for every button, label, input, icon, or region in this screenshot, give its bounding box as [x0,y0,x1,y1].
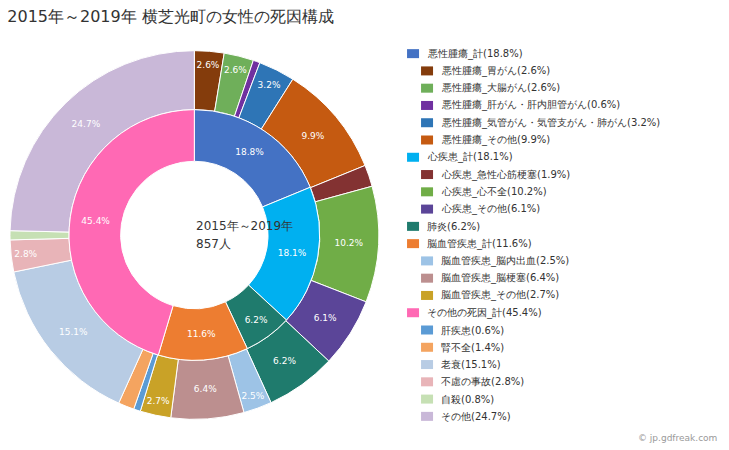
svg-text:45.4%: 45.4% [81,216,110,226]
svg-text:11.6%: 11.6% [187,329,216,339]
svg-text:自殺(0.8%): 自殺(0.8%) [441,394,494,405]
svg-text:脳血管疾患_その他(2.7%): 脳血管疾患_その他(2.7%) [441,289,559,301]
svg-text:10.2%: 10.2% [334,238,363,248]
svg-text:2.7%: 2.7% [147,396,170,406]
svg-text:悪性腫瘍_気管がん・気管支がん・肺がん(3.2%): 悪性腫瘍_気管がん・気管支がん・肺がん(3.2%) [441,117,660,129]
svg-text:18.8%: 18.8% [235,147,264,157]
svg-text:6.2%: 6.2% [273,356,296,366]
svg-text:その他(24.7%): その他(24.7%) [441,411,511,422]
svg-text:心疾患_その他(6.1%): 心疾患_その他(6.1%) [441,203,540,215]
svg-text:2.6%: 2.6% [224,65,247,75]
svg-text:心疾患_計(18.1%): 心疾患_計(18.1%) [427,151,513,163]
svg-text:2015年～2019年 横芝光町の女性の死因構成: 2015年～2019年 横芝光町の女性の死因構成 [7,7,334,26]
svg-text:心疾患_心不全(10.2%): 心疾患_心不全(10.2%) [441,186,547,198]
svg-text:2015年～2019年: 2015年～2019年 [196,219,293,233]
svg-text:悪性腫瘍_その他(9.9%): 悪性腫瘍_その他(9.9%) [441,134,550,146]
svg-text:6.1%: 6.1% [314,313,337,323]
svg-text:その他の死因_計(45.4%): その他の死因_計(45.4%) [427,307,542,319]
svg-text:悪性腫瘍_胃がん(2.6%): 悪性腫瘍_胃がん(2.6%) [441,65,550,77]
svg-text:脳血管疾患_脳内出血(2.5%): 脳血管疾患_脳内出血(2.5%) [441,255,569,267]
svg-text:2.8%: 2.8% [14,249,37,259]
svg-text:脳血管疾患_脳梗塞(6.4%): 脳血管疾患_脳梗塞(6.4%) [441,272,559,284]
svg-text:9.9%: 9.9% [301,131,324,141]
svg-text:2.6%: 2.6% [197,60,220,70]
svg-text:老衰(15.1%): 老衰(15.1%) [441,359,501,370]
svg-text:3.2%: 3.2% [258,80,281,90]
svg-text:不慮の事故(2.8%): 不慮の事故(2.8%) [441,376,524,387]
svg-text:15.1%: 15.1% [59,327,88,337]
svg-text:肝疾患(0.6%): 肝疾患(0.6%) [441,325,504,336]
svg-text:© jp.gdfreak.com: © jp.gdfreak.com [638,433,717,443]
svg-text:24.7%: 24.7% [72,119,101,129]
svg-text:悪性腫瘍_肝がん・肝内胆管がん(0.6%): 悪性腫瘍_肝がん・肝内胆管がん(0.6%) [441,99,620,111]
svg-text:腎不全(1.4%): 腎不全(1.4%) [441,342,504,353]
svg-text:心疾患_急性心筋梗塞(1.9%): 心疾患_急性心筋梗塞(1.9%) [441,169,570,181]
svg-text:6.2%: 6.2% [245,315,268,325]
svg-text:脳血管疾患_計(11.6%): 脳血管疾患_計(11.6%) [427,238,532,250]
svg-text:2.5%: 2.5% [241,391,264,401]
svg-text:肺炎(6.2%): 肺炎(6.2%) [427,221,480,232]
svg-text:857人: 857人 [196,237,231,251]
svg-text:18.1%: 18.1% [278,248,307,258]
svg-text:6.4%: 6.4% [194,384,217,394]
svg-text:悪性腫瘍_大腸がん(2.6%): 悪性腫瘍_大腸がん(2.6%) [441,82,560,94]
svg-text:悪性腫瘍_計(18.8%): 悪性腫瘍_計(18.8%) [427,48,523,60]
